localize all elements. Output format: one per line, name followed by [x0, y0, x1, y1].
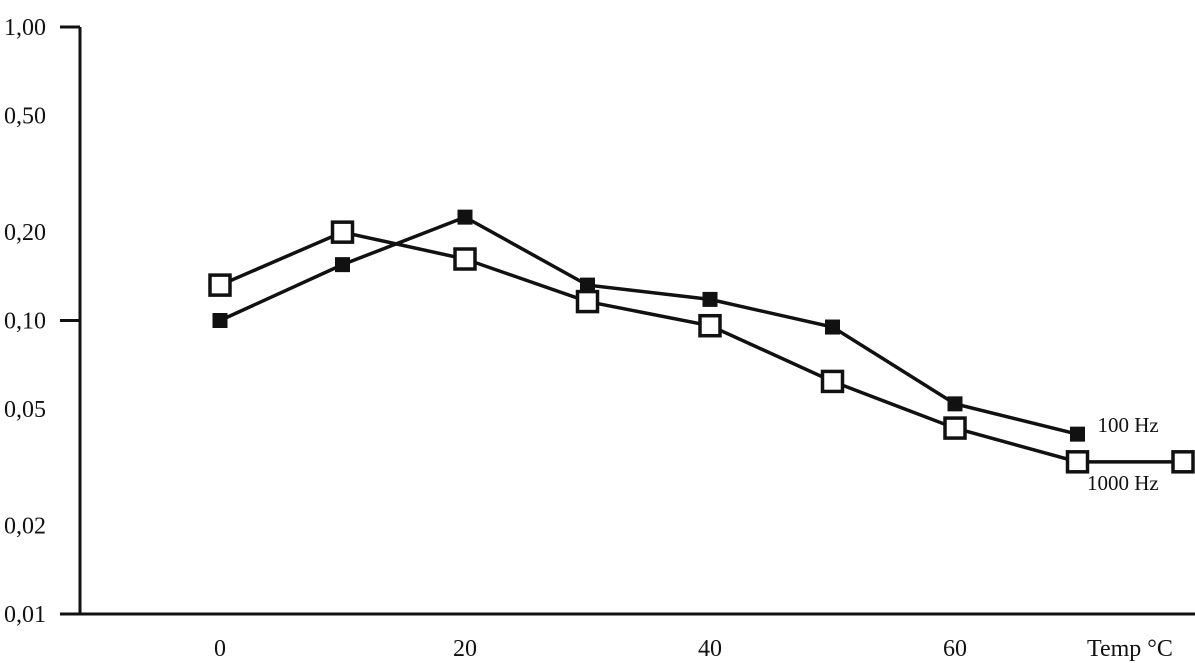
x-ticks: 0 20 40 60: [214, 636, 967, 662]
y-tick-label: 1,00: [4, 15, 46, 41]
series-label: 100 Hz: [1098, 413, 1159, 437]
series-group: 100 Hz 1000 Hz: [208, 209, 1195, 495]
data-point: [212, 313, 228, 328]
series-label: 1000 Hz: [1087, 471, 1159, 495]
data-point: [580, 277, 595, 293]
data-point: [825, 319, 840, 335]
data-point: [457, 209, 473, 225]
axes: [78, 27, 1195, 616]
data-point: [820, 369, 845, 394]
y-tick-label: 0,20: [4, 220, 46, 246]
data-point: [575, 289, 600, 314]
series-100-hz: 100 Hz: [212, 209, 1159, 442]
y-tick-label: 0,05: [4, 397, 46, 423]
data-point: [702, 291, 718, 307]
x-tick-label: 20: [453, 636, 477, 662]
data-point: [453, 247, 477, 271]
data-point: [208, 273, 232, 297]
y-tick-label: 0,10: [4, 309, 46, 335]
x-axis-title: Temp °C: [1087, 636, 1173, 662]
series-line: [219, 230, 1183, 464]
x-tick-label: 60: [943, 636, 967, 662]
series-1000-hz: 1000 Hz: [208, 220, 1195, 495]
data-point: [335, 257, 350, 273]
data-point: [1065, 450, 1090, 474]
y-tick-label: 0,01: [4, 602, 46, 628]
y-tick-label: 0,50: [4, 103, 46, 129]
x-tick-label: 0: [214, 636, 226, 662]
y-tick-label: 0,02: [4, 514, 46, 540]
data-point: [1171, 450, 1195, 474]
data-point: [947, 396, 963, 412]
data-point: [698, 313, 722, 338]
data-point: [330, 220, 355, 244]
y-ticks: 0,01 0,02 0,05 0,10 0,20 0,50 1,00: [4, 15, 80, 628]
data-point: [1070, 426, 1085, 442]
series-line: [219, 215, 1078, 436]
data-point: [943, 416, 967, 440]
x-tick-label: 40: [698, 636, 722, 662]
